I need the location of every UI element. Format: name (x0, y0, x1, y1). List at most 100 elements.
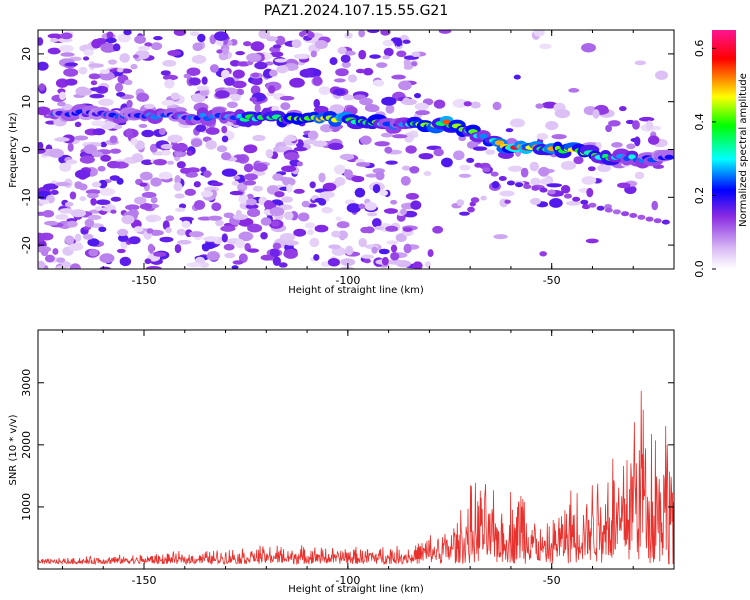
spectrogram-branch-blob (564, 193, 572, 199)
spectrogram-noise-blob (381, 256, 389, 266)
spectrogram-noise-blob (307, 32, 315, 39)
spectrogram-noise-blob (371, 246, 378, 254)
spectrogram-noise-blob (360, 135, 372, 145)
spectrogram-noise-blob (433, 99, 446, 109)
spectrogram-noise-blob (270, 51, 284, 58)
spectrogram-noise-blob (504, 199, 511, 204)
spectrogram-noise-blob (150, 177, 162, 187)
spectrogram-branch-blob (637, 214, 646, 220)
spectrogram-branch-blob (531, 185, 540, 191)
spectrogram-branch-blob (653, 218, 662, 224)
spectrogram-noise-blob (150, 42, 163, 51)
spectrogram-noise-blob (181, 220, 191, 229)
spectrogram-noise-blob (395, 37, 403, 47)
spectrogram-noise-blob (385, 160, 398, 165)
spectrogram-noise-blob (201, 242, 216, 250)
spectrogram-noise-blob (110, 209, 117, 214)
spectrogram-noise-blob (235, 51, 245, 56)
spectrogram-noise-blob (293, 188, 305, 194)
spectrogram-noise-blob (57, 101, 66, 107)
spectrogram-noise-blob (174, 243, 182, 254)
spectrogram-noise-blob (101, 207, 113, 212)
spectrogram-noise-blob (358, 30, 366, 38)
colorbar-tick-label: 0.2 (693, 187, 706, 205)
spectrogram-branch-blob (612, 209, 621, 215)
spectrogram-noise-blob (88, 248, 99, 257)
spectrogram-ridge-core (494, 140, 505, 146)
spectrogram-noise-blob (123, 30, 132, 36)
spectrogram-noise-blob (374, 141, 390, 147)
spectrogram-noise-blob (87, 238, 100, 247)
spectrogram-noise-blob (307, 130, 319, 141)
spectrogram-noise-blob (272, 44, 282, 49)
spectrogram-noise-blob (539, 43, 552, 50)
spectrogram-noise-blob (232, 214, 248, 220)
spectrogram-noise-blob (160, 144, 174, 150)
spectrogram-noise-blob (252, 134, 266, 142)
spectrogram-noise-blob (410, 200, 422, 210)
spectrogram-branch-blob (490, 171, 499, 177)
spectrogram-noise-blob (87, 214, 102, 221)
spectrogram-noise-blob (404, 132, 414, 143)
spectrogram-noise-blob (251, 78, 263, 86)
spectrogram-noise-blob (331, 230, 341, 238)
spectrogram-noise-blob (90, 80, 98, 86)
spectrogram-noise-blob (64, 201, 74, 207)
spectrogram-noise-blob (180, 167, 191, 174)
spectrogram-noise-blob (383, 47, 394, 57)
spectrogram-ridge-core (479, 133, 488, 139)
spectrogram-noise-blob (65, 159, 78, 165)
spectrogram-noise-blob (64, 78, 78, 86)
spectrogram-noise-blob (167, 134, 183, 143)
spectrogram-noise-blob (463, 101, 472, 107)
spectrogram-noise-blob (99, 266, 111, 269)
spectrogram-noise-blob (329, 104, 345, 114)
spectrogram-noise-blob (162, 74, 178, 81)
spectrogram-noise-blob (158, 128, 166, 136)
spectrogram-noise-blob (38, 260, 46, 269)
spectrogram-noise-blob (318, 172, 326, 183)
spectrogram-noise-blob (69, 191, 77, 200)
spectrogram-noise-blob (237, 217, 254, 227)
spectrogram-noise-blob (232, 260, 244, 265)
spectrogram-noise-blob (384, 146, 393, 154)
spectrogram-noise-blob (386, 259, 403, 265)
spectrogram-noise-blob (375, 170, 385, 181)
spectrogram-noise-blob (459, 211, 470, 216)
spectrogram-noise-blob (153, 36, 163, 41)
spectrogram-noise-blob (296, 161, 303, 167)
spectrogram-noise-blob (341, 61, 351, 68)
spectrogram-noise-blob (223, 212, 235, 219)
spectrogram-noise-blob (634, 171, 645, 180)
spectrogram-branch-blob (523, 184, 532, 190)
spectrogram-noise-blob (337, 46, 347, 55)
spectrogram-noise-blob (493, 234, 508, 240)
spectrogram-noise-blob (203, 236, 219, 242)
x-tick-label: -150 (132, 274, 157, 287)
spectrogram-noise-blob (134, 196, 147, 205)
spectrogram-noise-blob (147, 243, 155, 254)
spectrogram-noise-blob (245, 203, 259, 210)
y-tick-label: 10 (20, 95, 33, 109)
spectrogram-noise-blob (38, 232, 46, 242)
spectrogram-noise-blob (634, 136, 641, 147)
spectrogram-noise-blob (153, 158, 167, 166)
spectrogram-noise-blob (235, 88, 245, 96)
spectrogram-noise-blob (367, 30, 380, 34)
spectrogram-noise-blob (351, 175, 365, 183)
spectrogram-noise-blob (254, 103, 261, 113)
spectrogram-noise-blob (220, 225, 236, 232)
spectrogram-noise-blob (587, 166, 596, 172)
spectrogram-noise-blob (381, 96, 397, 106)
spectrogram-noise-blob (458, 173, 472, 178)
spectrogram-noise-blob (334, 164, 346, 175)
spectrogram-noise-blob (354, 187, 366, 198)
spectrogram-noise-blob (293, 146, 308, 152)
spectrogram-noise-blob (398, 80, 412, 91)
spectrogram-noise-blob (334, 176, 346, 186)
spectrogram-noise-blob (466, 140, 479, 149)
spectrogram-noise-blob (164, 78, 175, 89)
spectrogram-noise-blob (74, 233, 82, 242)
spectrogram-noise-blob (95, 199, 111, 206)
spectrogram-noise-blob (176, 161, 186, 169)
